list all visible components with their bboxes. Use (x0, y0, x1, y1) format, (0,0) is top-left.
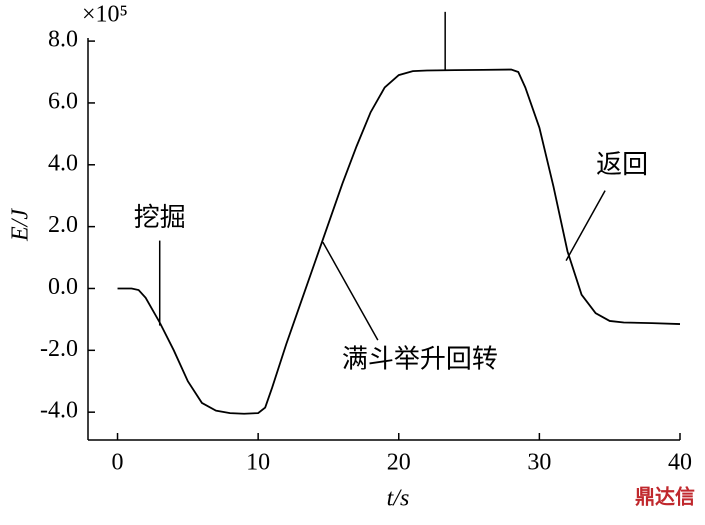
line-series (117, 68, 681, 415)
annotation: 返回 (596, 150, 648, 180)
annotation: 满斗举升回转 (342, 345, 498, 375)
y-tick-label: -4.0 (40, 398, 78, 424)
y-tick-label: 6.0 (48, 88, 78, 114)
annotation-leader (565, 190, 606, 262)
y-tick-label: 0.0 (48, 274, 78, 300)
annotation-leader (322, 241, 379, 341)
x-tick-label: 0 (112, 450, 124, 476)
y-axis-label: E/J (8, 208, 34, 242)
watermark: 鼎达信 (635, 485, 695, 509)
x-axis-label: t/s (387, 486, 410, 512)
x-tick-label: 10 (246, 450, 270, 476)
annotation: 挖掘 (134, 203, 186, 233)
y-scale-label: ×10⁵ (82, 2, 128, 28)
y-tick-label: -2.0 (40, 336, 78, 362)
x-tick-label: 20 (387, 450, 411, 476)
y-tick-label: 8.0 (48, 27, 78, 53)
annotation: 卸载 (414, 0, 466, 4)
y-tick-label: 4.0 (48, 150, 78, 176)
y-tick-label: 2.0 (48, 212, 78, 238)
x-tick-label: 30 (527, 450, 551, 476)
x-tick-label: 40 (668, 450, 692, 476)
